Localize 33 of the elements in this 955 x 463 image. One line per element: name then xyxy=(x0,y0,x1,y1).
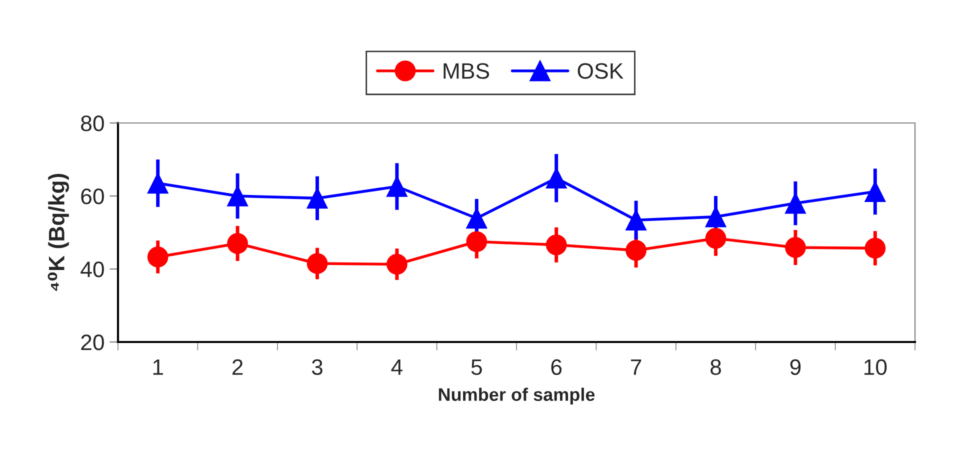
x-tick-label: 9 xyxy=(790,359,801,375)
point xyxy=(626,210,646,231)
x-tick-label: 10 xyxy=(864,359,887,375)
point xyxy=(147,246,168,268)
point xyxy=(626,240,646,261)
point xyxy=(864,238,886,259)
x-tick-label: 2 xyxy=(232,359,243,375)
x-tick-label: 8 xyxy=(710,359,721,375)
point xyxy=(864,181,886,202)
x-tick-label: 5 xyxy=(471,359,482,375)
y-tick-label: 60 xyxy=(81,188,104,204)
y-axis-title: ⁴⁰K (Bq/kg) xyxy=(48,174,69,291)
point xyxy=(227,186,248,206)
point xyxy=(306,253,328,274)
point xyxy=(386,176,408,197)
y-tick-label: 80 xyxy=(81,116,104,132)
y-tick-label: 20 xyxy=(81,334,104,350)
point xyxy=(466,231,488,252)
x-tick-label: 6 xyxy=(551,359,562,375)
x-tick-label: 3 xyxy=(312,359,322,375)
point xyxy=(546,168,567,189)
x-tick-label: 4 xyxy=(391,359,402,375)
point xyxy=(705,228,726,249)
legend-label: MBS xyxy=(444,63,490,79)
y-tick-label: 40 xyxy=(80,262,104,278)
x-axis-title: Number of sample xyxy=(438,388,595,405)
point xyxy=(386,254,408,275)
point xyxy=(546,234,567,256)
legend-label: OSK xyxy=(578,63,624,79)
x-tick-label: 1 xyxy=(153,359,163,375)
point xyxy=(785,237,806,258)
point xyxy=(227,233,248,254)
x-tick-label: 7 xyxy=(631,359,642,375)
